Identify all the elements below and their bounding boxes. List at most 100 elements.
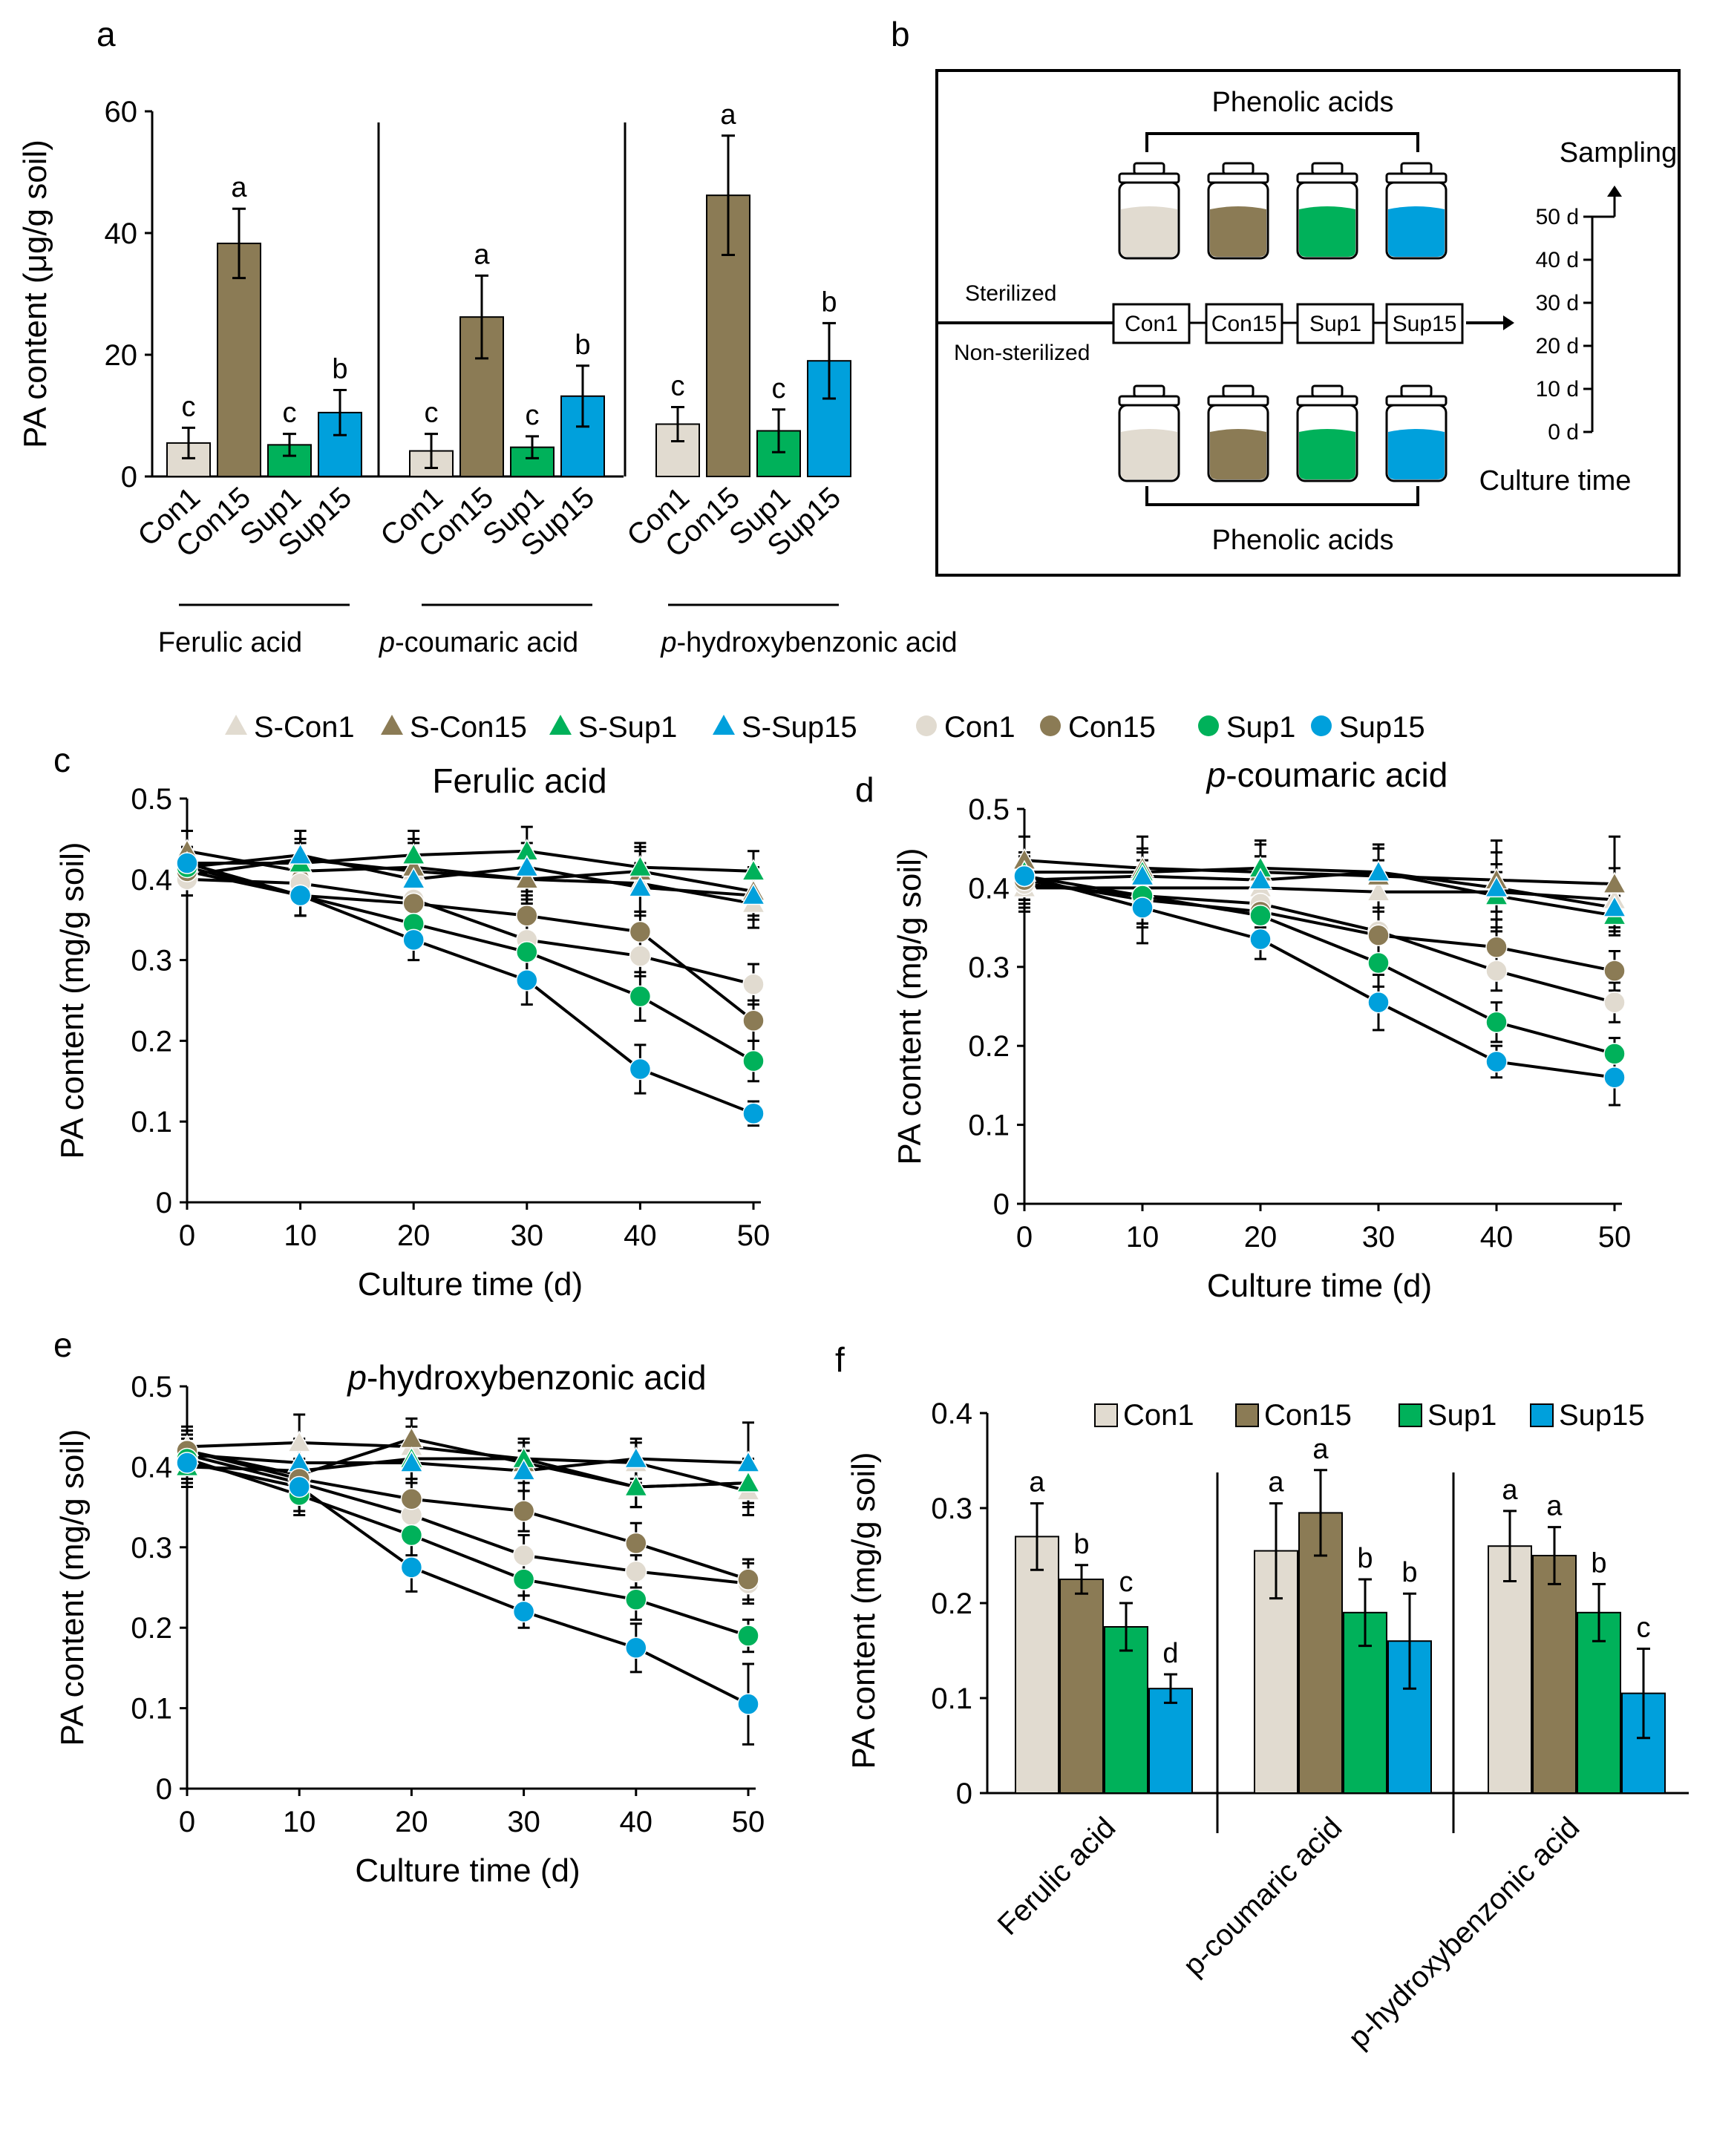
y-tick-label: 0.5 <box>968 793 1010 826</box>
x-tick-label: 50 <box>737 1219 771 1252</box>
significance-letter: b <box>575 330 590 361</box>
y-tick-label: 0.3 <box>131 945 172 977</box>
chart-title-prefix: p <box>346 1358 367 1397</box>
panel-e-line-chart: e 0 0.1 0.2 0.3 0.4 0.5 0 10 20 30 40 50 Culture tim… <box>53 1326 765 1889</box>
y-tick-label: 0.1 <box>931 1682 972 1715</box>
series-line-s-sup1 <box>1024 866 1615 917</box>
treatment-box <box>1385 303 1464 344</box>
jar-liquid <box>1299 206 1355 257</box>
jar-cap <box>1311 384 1344 398</box>
marker-con15 <box>400 1488 423 1510</box>
jar-liquid <box>1121 429 1177 479</box>
significance-letter: d <box>1162 1638 1178 1669</box>
legend-label: Con1 <box>1123 1399 1194 1432</box>
chart-title: Ferulic acid <box>432 761 606 800</box>
marker-sup15 <box>737 1693 759 1715</box>
significance-letter: a <box>474 239 490 270</box>
x-axis-label: Culture time (d) <box>1207 1268 1432 1304</box>
jar-liquid <box>1210 206 1266 257</box>
y-tick-label: 0.2 <box>931 1587 972 1620</box>
marker-con15 <box>512 1500 535 1522</box>
series-line-sup15 <box>186 862 754 1115</box>
legend-label: Sup15 <box>1339 711 1425 744</box>
series-line-s-sup1 <box>186 1457 749 1489</box>
marker-s-sup15 <box>741 883 766 905</box>
panel-label-e: e <box>53 1326 73 1364</box>
chart-title: p-hydroxybenzonic acid <box>346 1358 706 1397</box>
panel-f-bar-chart: f 0 0.1 0.2 0.3 0.4 PA content (mg/g soil) Con… <box>835 1340 1689 2055</box>
marker-sup1 <box>629 985 652 1008</box>
legend-label: S-Sup1 <box>578 711 677 744</box>
timeline-label: 40 d <box>1536 248 1579 272</box>
sterilized-label: Sterilized <box>965 281 1056 306</box>
y-axis-label: PA content (mg/g soil) <box>54 842 91 1159</box>
marker-con15 <box>625 1532 647 1555</box>
legend-label: Sup15 <box>1559 1399 1645 1432</box>
y-tick-label: 0.1 <box>131 1106 172 1138</box>
marker-sup1 <box>1367 951 1390 974</box>
group-label-prefix: p <box>379 627 395 658</box>
marker-s-sup15 <box>401 867 426 889</box>
jar-lid <box>1296 172 1358 184</box>
marker-con15 <box>1485 936 1508 958</box>
significance-letter: a <box>1029 1467 1045 1498</box>
x-axis-label: Culture time (d) <box>355 1852 580 1889</box>
marker-sup15 <box>288 1475 310 1498</box>
series-line-con15 <box>1024 878 1615 973</box>
x-tick-label: 40 <box>1480 1221 1514 1254</box>
y-axis-label: PA content (mg/g soil) <box>54 1429 91 1746</box>
jar-cap <box>1222 162 1255 175</box>
significance-letter: c <box>1637 1612 1651 1643</box>
significance-letter: c <box>772 373 786 404</box>
marker-sup1 <box>625 1588 647 1611</box>
x-tick-label: 20 <box>395 1806 428 1838</box>
jar-cap <box>1400 384 1433 398</box>
significance-letter: c <box>1119 1567 1134 1598</box>
series-line-sup1 <box>1024 874 1615 1055</box>
legend-label: S-Sup15 <box>742 711 857 744</box>
marker-con15 <box>742 1009 765 1032</box>
marker-sup15 <box>1249 928 1272 951</box>
marker-con15 <box>516 905 538 927</box>
marker-s-con15 <box>1602 871 1627 894</box>
significance-letter: c <box>182 391 196 422</box>
x-tick-label: 0 <box>179 1806 195 1838</box>
group-label-prefix: p <box>660 627 676 658</box>
jar-lid <box>1385 172 1448 184</box>
group-label-text: Ferulic acid <box>158 627 302 658</box>
x-tick-label: 0 <box>179 1219 195 1252</box>
x-tick-label: 30 <box>507 1806 540 1838</box>
legend-swatch-sup15 <box>1530 1403 1554 1427</box>
marker-con15 <box>1040 715 1061 736</box>
treatment-box-label: Sup15 <box>1393 312 1457 336</box>
culture-time-label: Culture time <box>1479 465 1632 497</box>
y-tick-label: 40 <box>105 217 138 250</box>
series-line-con15 <box>186 869 755 1022</box>
jar-cap <box>1311 162 1344 175</box>
marker-con1 <box>629 945 652 967</box>
treatment-box <box>1296 303 1375 344</box>
y-tick-label: 0 <box>121 461 137 494</box>
panel-label-b: b <box>891 15 910 53</box>
x-tick-label: 20 <box>397 1219 431 1252</box>
significance-letter: b <box>1073 1529 1089 1560</box>
y-tick-label: 0.5 <box>131 783 172 816</box>
jar-liquid <box>1299 429 1355 479</box>
jar-liquid <box>1210 429 1266 479</box>
jar-liquid <box>1388 429 1445 479</box>
treatment-box <box>1205 303 1283 344</box>
marker-s-sup1 <box>736 1470 761 1493</box>
category-label: Ferulic acid <box>992 1811 1122 1942</box>
timeline-label: 10 d <box>1536 377 1579 402</box>
series-line-s-con1 <box>1024 886 1615 902</box>
y-axis-label: PA content (mg/g soil) <box>892 848 928 1164</box>
x-tick-label: 40 <box>624 1219 657 1252</box>
marker-sup15 <box>176 1452 198 1474</box>
marker-s-sup15 <box>1248 868 1273 890</box>
significance-letter: b <box>1401 1557 1417 1588</box>
panel-label-f: f <box>835 1340 845 1379</box>
series-line-con1 <box>186 877 754 986</box>
legend-label: Sup1 <box>1427 1399 1497 1432</box>
legend-swatch-con1 <box>1094 1403 1118 1427</box>
